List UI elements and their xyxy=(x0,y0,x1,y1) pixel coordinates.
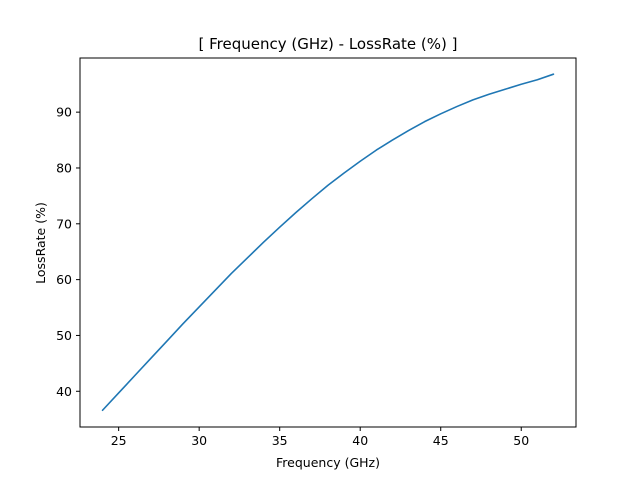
x-tick-label: 25 xyxy=(111,433,127,448)
y-axis-label: LossRate (%) xyxy=(33,202,48,284)
series-line-0 xyxy=(101,73,555,412)
y-tick-label: 40 xyxy=(56,384,72,399)
y-tick-label: 60 xyxy=(56,272,72,287)
y-tick-label: 90 xyxy=(56,105,72,120)
y-tick-label: 70 xyxy=(56,216,72,231)
chart-title: [ Frequency (GHz) - LossRate (%) ] xyxy=(199,35,458,53)
y-tick-label: 50 xyxy=(56,328,72,343)
x-tick-label: 50 xyxy=(513,433,529,448)
x-tick-label: 45 xyxy=(433,433,449,448)
x-tick-label: 35 xyxy=(272,433,288,448)
y-tick-label: 80 xyxy=(56,160,72,175)
x-tick-label: 30 xyxy=(191,433,207,448)
x-axis-label: Frequency (GHz) xyxy=(276,455,380,470)
plot-area: 25 30 35 40 45 50 40 50 60 70 80 90 xyxy=(56,57,577,448)
x-tick-label: 40 xyxy=(352,433,368,448)
axes-frame xyxy=(79,57,577,428)
